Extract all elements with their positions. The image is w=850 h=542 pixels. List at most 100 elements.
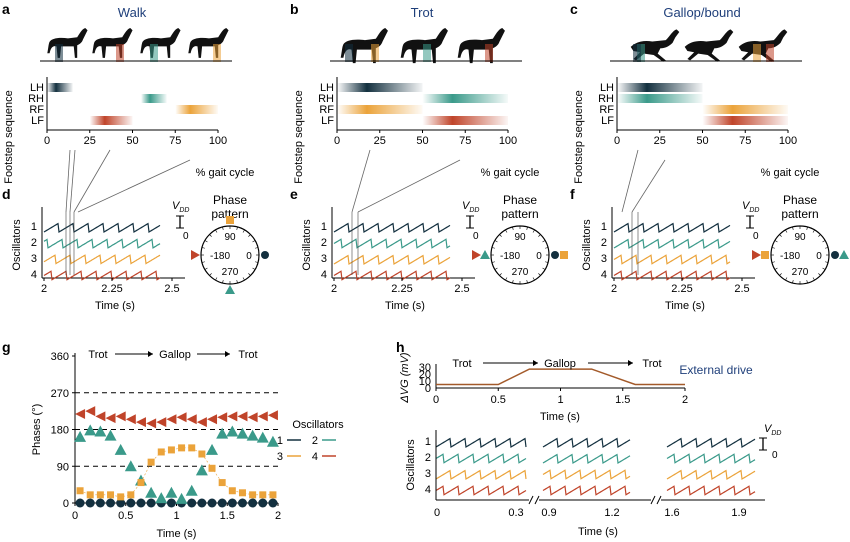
data-point-osc4 bbox=[135, 417, 146, 428]
osc-number: 2 bbox=[425, 452, 431, 464]
data-point-osc3 bbox=[137, 479, 145, 487]
x-tick-label: 2.5 bbox=[164, 283, 179, 295]
data-point-osc3 bbox=[259, 491, 267, 499]
data-point-osc2 bbox=[94, 425, 107, 437]
footstep-bar bbox=[617, 94, 703, 103]
connector-line bbox=[69, 149, 76, 213]
dial-tick bbox=[774, 240, 778, 243]
phase-marker-4 bbox=[472, 250, 481, 260]
x-tick-label: 2.25 bbox=[671, 283, 692, 295]
transition-label: Trot bbox=[238, 349, 257, 361]
leg-label: LH bbox=[320, 82, 334, 94]
osc-number: 1 bbox=[601, 221, 607, 233]
data-point-osc1 bbox=[237, 498, 247, 508]
axis-break bbox=[656, 495, 662, 505]
osc-trace bbox=[613, 254, 731, 265]
panel-label: d bbox=[2, 186, 11, 202]
dial-tick bbox=[825, 261, 829, 263]
x-tick-label: 100 bbox=[209, 135, 227, 147]
leg-highlight bbox=[485, 44, 493, 62]
osc-number: 2 bbox=[31, 237, 37, 249]
osc-trace bbox=[43, 270, 161, 281]
transition-label: Trot bbox=[642, 358, 661, 370]
arrowhead bbox=[148, 351, 153, 357]
dial-label: -180 bbox=[780, 251, 800, 262]
horse-body bbox=[92, 28, 133, 58]
dial-tick bbox=[779, 234, 782, 237]
leg-label: RH bbox=[598, 93, 614, 105]
dial-tick bbox=[785, 229, 788, 233]
dial-tick bbox=[818, 273, 821, 276]
leg-label: LH bbox=[600, 82, 614, 94]
vdd-sub: DD bbox=[179, 207, 189, 214]
panel-label: f bbox=[570, 186, 575, 202]
data-point-osc4 bbox=[196, 417, 207, 428]
x-tick-label: 25 bbox=[374, 135, 386, 147]
h-xlabel: Time (s) bbox=[540, 411, 580, 423]
data-point-osc1 bbox=[136, 498, 146, 508]
axis-break bbox=[650, 495, 656, 505]
data-point-osc3 bbox=[238, 489, 246, 497]
data-point-osc3 bbox=[218, 479, 226, 487]
x-tick-label: 100 bbox=[499, 135, 517, 147]
dial-tick bbox=[771, 247, 775, 249]
phase-marker-2 bbox=[225, 285, 235, 294]
leg-highlight bbox=[753, 44, 761, 62]
legend-label: 4 bbox=[312, 451, 318, 463]
data-point-osc3 bbox=[198, 450, 206, 458]
dial-tick bbox=[822, 240, 826, 243]
dial-tick bbox=[201, 261, 205, 263]
osc-number: 3 bbox=[601, 253, 607, 265]
x-tick-label: 50 bbox=[126, 135, 138, 147]
dial-tick bbox=[538, 273, 541, 276]
h-osc-trace bbox=[435, 469, 527, 480]
x-tick-label: 75 bbox=[459, 135, 471, 147]
panel-label: e bbox=[290, 186, 298, 202]
leg-highlight bbox=[150, 44, 158, 62]
data-point-osc2 bbox=[165, 486, 178, 498]
vdd-label: VDD bbox=[742, 200, 759, 214]
leg-highlight bbox=[423, 44, 431, 62]
data-point-osc2 bbox=[124, 460, 137, 472]
connector-line bbox=[621, 149, 639, 213]
data-point-osc4 bbox=[176, 412, 187, 423]
gait-title: Gallop/bound bbox=[663, 5, 740, 20]
data-point-osc2 bbox=[74, 430, 87, 442]
transition-label: Trot bbox=[452, 358, 471, 370]
dial-tick bbox=[532, 229, 535, 233]
x-tick-label: 50 bbox=[696, 135, 708, 147]
osc-trace bbox=[333, 222, 451, 233]
dial-tick bbox=[785, 277, 788, 281]
dial-tick bbox=[792, 280, 794, 284]
data-point-osc1 bbox=[268, 498, 278, 508]
phase-marker-4 bbox=[191, 250, 200, 260]
phase-title: Phase bbox=[213, 193, 247, 207]
osc-number: 4 bbox=[31, 269, 37, 281]
footstep-bar bbox=[141, 94, 167, 103]
osc-trace bbox=[43, 222, 161, 233]
x-tick-label: 2 bbox=[611, 283, 617, 295]
legend-title: Oscillators bbox=[292, 419, 344, 431]
gait-xlabel: % gait cycle bbox=[196, 167, 255, 179]
x-tick-label: 0.5 bbox=[118, 510, 133, 522]
phase-marker-1 bbox=[261, 251, 269, 259]
data-point-osc1 bbox=[75, 498, 85, 508]
data-point-osc3 bbox=[76, 487, 84, 495]
dial-label: 90 bbox=[794, 232, 806, 243]
data-point-osc2 bbox=[216, 427, 229, 439]
data-point-osc2 bbox=[185, 484, 198, 496]
footstep-bar bbox=[702, 105, 788, 114]
osc-number: 1 bbox=[31, 221, 37, 233]
data-point-osc3 bbox=[107, 491, 115, 499]
y-tick-label: 90 bbox=[57, 461, 69, 473]
legend-label: 1 bbox=[277, 435, 283, 447]
dial-tick bbox=[204, 240, 208, 243]
y-tick-label: 0 bbox=[63, 498, 69, 510]
data-point-osc3 bbox=[127, 491, 135, 499]
leg-highlight bbox=[213, 44, 221, 62]
connector-line bbox=[73, 149, 111, 213]
data-point-osc3 bbox=[167, 446, 175, 454]
